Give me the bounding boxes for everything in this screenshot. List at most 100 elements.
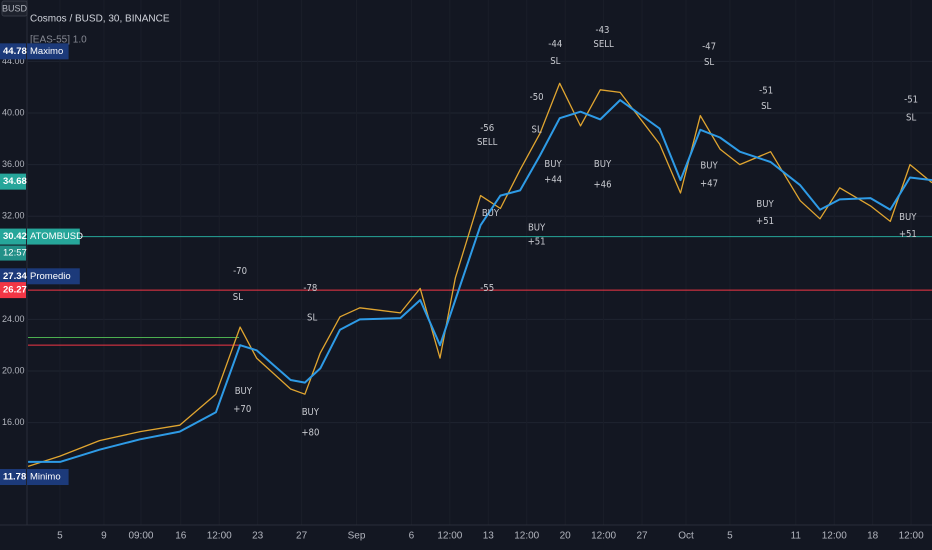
- price-tag-label: Minimo: [30, 472, 61, 483]
- y-tick-label: 36.00: [2, 159, 25, 169]
- price-tag: [0, 173, 26, 190]
- signal-label: -44: [548, 39, 562, 50]
- x-tick-label: 23: [252, 531, 264, 542]
- price-tag: [0, 282, 26, 299]
- price-tag-value: 11.78: [3, 472, 26, 483]
- x-tick-label: 09:00: [128, 531, 153, 542]
- signal-label: +51: [899, 229, 917, 240]
- signal-label: -43: [596, 25, 610, 36]
- price-line: [27, 82, 932, 468]
- signal-label: +80: [301, 427, 319, 438]
- x-tick-label: Oct: [678, 531, 694, 542]
- price-tag-value: 44.78: [3, 46, 27, 57]
- signal-label: SL: [307, 313, 317, 324]
- signal-label: -78: [303, 283, 317, 294]
- countdown-box: [0, 245, 26, 261]
- price-tag: [0, 43, 26, 60]
- signal-label: -51: [904, 95, 918, 106]
- x-tick-label: 16: [175, 531, 187, 542]
- chart-subtitle: [EAS-55] 1.0: [30, 35, 87, 46]
- signal-label: -47: [702, 42, 716, 53]
- price-tag: [0, 268, 26, 285]
- x-tick-label: 11: [791, 531, 802, 542]
- signal-label: BUY: [899, 212, 917, 223]
- signal-label: SL: [550, 56, 560, 67]
- signal-label: -55: [480, 283, 494, 294]
- signal-label: BUY: [544, 159, 562, 170]
- x-tick-label: 18: [867, 531, 879, 542]
- x-tick-label: 5: [57, 531, 63, 542]
- signal-label: +44: [544, 175, 562, 186]
- price-tag-label: ATOMBUSD: [30, 231, 83, 242]
- x-tick-label: 13: [483, 531, 495, 542]
- signal-label: +51: [528, 236, 546, 247]
- signal-label: -70: [233, 266, 247, 277]
- x-tick-label: Sep: [348, 531, 366, 542]
- countdown: 12:57: [3, 248, 27, 259]
- price-tag-label-box: [27, 469, 69, 486]
- x-tick-label: 27: [636, 531, 648, 542]
- signal-label: +70: [233, 404, 251, 415]
- chart-title: Cosmos / BUSD, 30, BINANCE: [30, 14, 170, 25]
- signal-label: -56: [480, 123, 494, 134]
- price-tag: [0, 228, 26, 245]
- price-tag-label-box: [27, 228, 80, 245]
- signal-label: SL: [233, 292, 243, 303]
- signal-label: BUY: [482, 208, 500, 219]
- signal-label: SELL: [477, 137, 498, 148]
- annotations: -70 SL BUY +70 -78 SL BUY +80 -56 SELL BUY -55 BUY +5…: [233, 25, 918, 438]
- signal-label: BUY: [528, 222, 546, 233]
- y-tick-label: 32.00: [2, 211, 25, 221]
- plot-area: [27, 82, 932, 468]
- signal-label: BUY: [700, 160, 718, 171]
- y-tick-label: 44.00: [2, 56, 25, 66]
- y-tick-label: 20.00: [2, 365, 25, 375]
- price-tag-value: 27.34: [3, 271, 27, 282]
- signal-label: SELL: [593, 39, 614, 50]
- currency: BUSD: [2, 3, 28, 13]
- signal-label: SL: [532, 124, 542, 135]
- x-tick-label: 12:00: [822, 531, 847, 542]
- x-tick-label: 5: [727, 531, 733, 542]
- price-tag-label: Promedio: [30, 271, 71, 282]
- signal-label: BUY: [302, 407, 320, 418]
- x-tick-label: 6: [409, 531, 415, 542]
- x-tick-label: 12:00: [591, 531, 616, 542]
- x-tick-label: 27: [296, 531, 308, 542]
- price-tag-label-box: [27, 268, 80, 285]
- signal-label: -50: [530, 92, 544, 103]
- signal-label: -51: [759, 86, 773, 97]
- x-tick-label: 12:00: [899, 531, 924, 542]
- currency-box: [1, 0, 28, 17]
- signal-label: +47: [700, 178, 718, 189]
- signal-label: SL: [761, 101, 771, 112]
- price-tag-value: 26.27: [3, 285, 27, 296]
- grid: [28, 0, 932, 525]
- signal-label: +46: [593, 180, 611, 191]
- x-tick-label: 12:00: [207, 531, 232, 542]
- price-tag-value: 30.42: [3, 231, 27, 242]
- signal-label: SL: [704, 57, 714, 68]
- y-tick-label: 40.00: [2, 107, 25, 117]
- price-tag-value: 34.68: [3, 176, 27, 187]
- y-tick-label: 16.00: [2, 417, 25, 427]
- price-tag: [0, 469, 26, 486]
- signal-label: BUY: [756, 199, 774, 210]
- signal-label: BUY: [594, 159, 612, 170]
- price-tag-label-box: [27, 43, 69, 60]
- price-line: [28, 99, 932, 463]
- x-tick-label: 12:00: [437, 531, 462, 542]
- price-tag-label: Maximo: [30, 46, 63, 57]
- signal-label: +51: [756, 216, 774, 227]
- signal-label: BUY: [235, 386, 253, 397]
- x-tick-label: 20: [560, 531, 572, 542]
- x-tick-label: 12:00: [514, 531, 539, 542]
- signal-label: SL: [906, 113, 916, 124]
- y-tick-label: 24.00: [2, 314, 25, 324]
- x-tick-label: 9: [101, 531, 107, 542]
